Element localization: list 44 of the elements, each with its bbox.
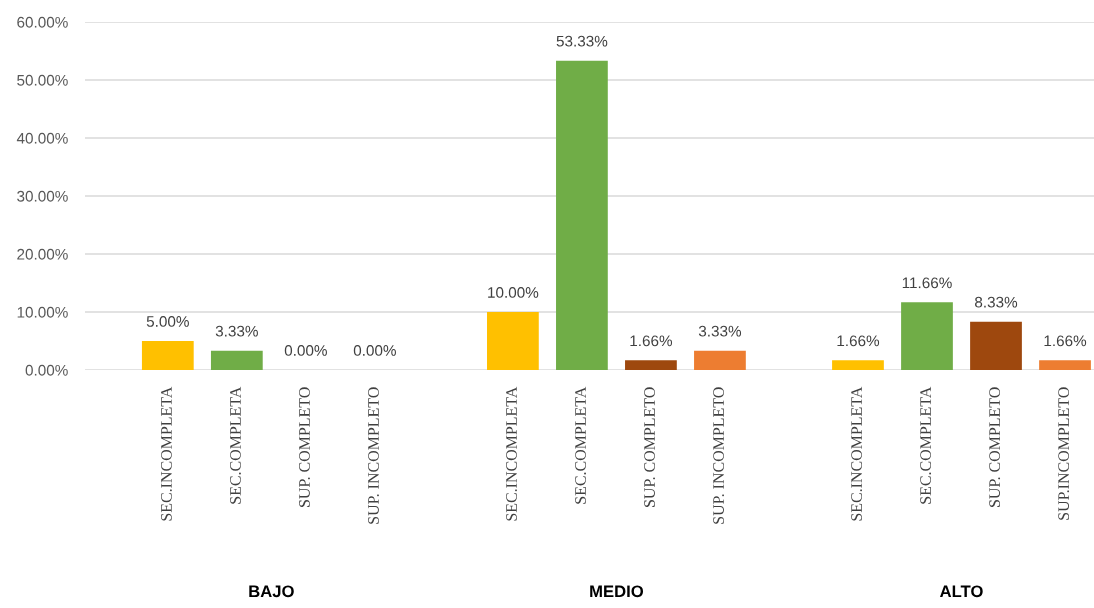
text: ALTO (939, 585, 983, 598)
data-label: 1.66% (630, 335, 673, 347)
data-label: 3.33% (698, 325, 742, 337)
x-tick-label: SUP.INCOMPLETO (1058, 387, 1070, 520)
x-tick-label: SEC.INCOMPLETA (851, 386, 863, 521)
y-tick-label: 40.00% (16, 132, 68, 144)
y-tick-label: 30.00% (17, 190, 68, 202)
data-label: 11.66% (902, 277, 952, 289)
x-tick-label: SUP. INCOMPLETO (713, 387, 725, 524)
text: MEDIO (590, 585, 644, 598)
x-tick-label: SEC.INCOMPLETA (506, 386, 517, 521)
y-tick-label: 60.00% (17, 16, 68, 28)
bar (141, 341, 194, 370)
data-label: 10.00% (488, 287, 539, 298)
x-tick-label: SUP. INCOMPLETO (368, 387, 379, 524)
bar (970, 321, 1022, 370)
data-label: 1.66% (1044, 335, 1087, 347)
y-tick-label: 0.00% (25, 364, 68, 376)
bar (1039, 360, 1091, 370)
y-tick-label: 50.00% (17, 74, 68, 86)
data-label: 53.33% (556, 35, 608, 47)
bar (694, 350, 746, 370)
data-label: 5.00% (146, 316, 189, 327)
data-label: 1.66% (837, 335, 880, 347)
data-label: 0.00% (353, 345, 396, 356)
data-label: 3.33% (215, 325, 258, 337)
bar (487, 312, 539, 370)
y-tick-label: 20.00% (17, 248, 68, 260)
bar (210, 350, 263, 370)
x-tick-label: SEC.COMPLETA (575, 386, 586, 504)
x-tick-label: SUP. COMPLETO (644, 387, 655, 507)
text: BAJO (249, 585, 294, 598)
y-tick-label: 10.00% (17, 306, 68, 318)
x-tick-label: SEC.COMPLETA (230, 386, 241, 504)
x-tick-label: SEC.COMPLETA (920, 386, 932, 504)
bar (832, 360, 884, 370)
data-label: 0.00% (284, 345, 327, 356)
x-tick-label: SEC.INCOMPLETA (161, 386, 172, 521)
bar (901, 302, 953, 370)
data-label: 8.33% (975, 296, 1018, 308)
x-tick-label: SUP. COMPLETO (299, 387, 310, 507)
x-tick-label: SUP. COMPLETO (989, 387, 1001, 507)
bar (625, 360, 677, 370)
bar (556, 60, 608, 370)
